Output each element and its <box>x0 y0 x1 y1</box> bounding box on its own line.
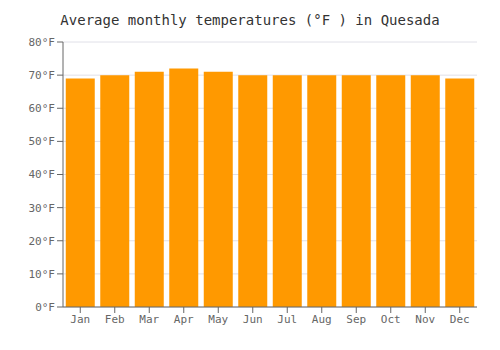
svg-text:Sep: Sep <box>346 313 366 326</box>
svg-text:Mar: Mar <box>139 313 159 326</box>
svg-text:Dec: Dec <box>450 313 470 326</box>
svg-text:50°F: 50°F <box>29 135 56 148</box>
svg-text:0°F: 0°F <box>35 301 55 314</box>
svg-text:40°F: 40°F <box>29 168 56 181</box>
svg-text:Jun: Jun <box>243 313 263 326</box>
svg-text:70°F: 70°F <box>29 69 56 82</box>
svg-text:May: May <box>208 313 228 326</box>
svg-text:Jan: Jan <box>70 313 90 326</box>
svg-text:10°F: 10°F <box>29 268 56 281</box>
svg-text:Oct: Oct <box>381 313 401 326</box>
svg-text:30°F: 30°F <box>29 202 56 215</box>
html-text:Average monthly temperatures (: Average monthly temperatures (°F ) in Qu… <box>60 12 440 28</box>
svg-text:20°F: 20°F <box>29 235 56 248</box>
svg-text:Jul: Jul <box>277 313 297 326</box>
svg-text:Nov: Nov <box>415 313 435 326</box>
svg-text:80°F: 80°F <box>29 36 56 49</box>
svg-text:Aug: Aug <box>312 313 332 326</box>
svg-text:60°F: 60°F <box>29 102 56 115</box>
svg-text:Feb: Feb <box>105 313 125 326</box>
svg-text:Apr: Apr <box>174 313 194 326</box>
